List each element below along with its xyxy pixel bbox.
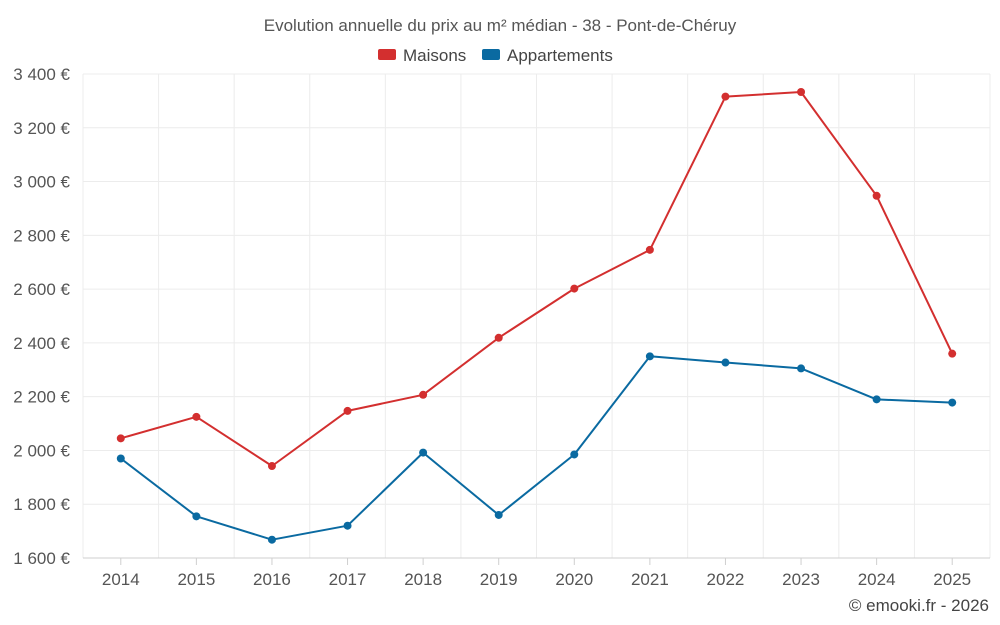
y-tick-label: 2 200 €: [13, 388, 70, 407]
legend-swatch-appartements: [482, 49, 500, 60]
data-point-maisons[interactable]: [192, 412, 201, 421]
data-point-maisons[interactable]: [948, 349, 957, 358]
data-point-maisons[interactable]: [721, 92, 730, 101]
chart-title: Evolution annuelle du prix au m² médian …: [264, 16, 737, 35]
y-tick-label: 3 400 €: [13, 65, 70, 84]
data-point-appartements[interactable]: [645, 352, 654, 361]
legend-label-maisons[interactable]: Maisons: [403, 46, 466, 65]
grid: [82, 73, 991, 558]
credit-text: © emooki.fr - 2026: [849, 596, 989, 615]
data-point-appartements[interactable]: [494, 510, 503, 519]
x-tick-label: 2025: [933, 570, 971, 589]
legend-label-appartements[interactable]: Appartements: [507, 46, 613, 65]
y-tick-label: 1 800 €: [13, 495, 70, 514]
x-tick-label: 2021: [631, 570, 669, 589]
x-tick-label: 2015: [177, 570, 215, 589]
data-point-appartements[interactable]: [948, 398, 957, 407]
data-point-maisons[interactable]: [872, 191, 881, 200]
x-tick-label: 2024: [858, 570, 896, 589]
x-tick-label: 2022: [707, 570, 745, 589]
y-tick-label: 3 200 €: [13, 119, 70, 138]
y-axis: 1 600 € 1 800 € 2 000 € 2 200 € 2 400 € 2 600…: [13, 65, 70, 568]
data-point-maisons[interactable]: [570, 284, 579, 293]
data-point-appartements[interactable]: [192, 512, 201, 521]
x-tick-label: 2014: [102, 570, 140, 589]
data-point-appartements[interactable]: [267, 535, 276, 544]
y-tick-label: 2 800 €: [13, 226, 70, 245]
x-tick-label: 2016: [253, 570, 291, 589]
x-tick-label: 2019: [480, 570, 518, 589]
y-tick-label: 3 000 €: [13, 173, 70, 192]
data-point-appartements[interactable]: [570, 450, 579, 459]
data-point-maisons[interactable]: [116, 434, 125, 443]
x-tick-label: 2018: [404, 570, 442, 589]
y-tick-label: 2 600 €: [13, 280, 70, 299]
data-point-maisons[interactable]: [797, 88, 806, 97]
x-tick-label: 2020: [555, 570, 593, 589]
data-point-maisons[interactable]: [343, 406, 352, 415]
data-point-appartements[interactable]: [872, 395, 881, 404]
series: [116, 88, 957, 544]
data-point-appartements[interactable]: [721, 358, 730, 367]
data-point-maisons[interactable]: [645, 245, 654, 254]
series-line-appartements: [120, 355, 953, 541]
data-point-maisons[interactable]: [494, 333, 503, 342]
y-tick-label: 2 400 €: [13, 334, 70, 353]
data-point-appartements[interactable]: [116, 454, 125, 463]
data-point-maisons[interactable]: [419, 390, 428, 399]
data-point-appartements[interactable]: [419, 448, 428, 457]
y-tick-label: 1 600 €: [13, 549, 70, 568]
x-axis: 2014 2015 2016 2017 2018 2019 2020 2021 2022 2023…: [83, 557, 990, 589]
x-tick-label: 2017: [329, 570, 367, 589]
legend: Maisons Appartements: [378, 46, 613, 65]
x-tick-label: 2023: [782, 570, 820, 589]
data-point-appartements[interactable]: [797, 364, 806, 373]
data-point-appartements[interactable]: [343, 521, 352, 530]
y-tick-label: 2 000 €: [13, 441, 70, 460]
series-line-maisons: [120, 91, 954, 467]
legend-swatch-maisons: [378, 49, 396, 60]
data-point-maisons[interactable]: [267, 462, 276, 471]
